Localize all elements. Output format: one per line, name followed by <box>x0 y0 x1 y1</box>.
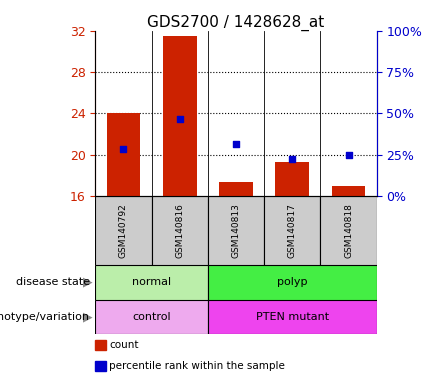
Text: GSM140818: GSM140818 <box>344 203 353 258</box>
Point <box>120 146 127 152</box>
Text: ▶: ▶ <box>83 276 93 289</box>
Text: disease state: disease state <box>16 277 90 287</box>
Bar <box>152 196 208 265</box>
Text: normal: normal <box>132 277 171 287</box>
Bar <box>107 113 140 196</box>
Point <box>233 141 239 147</box>
Text: GSM140816: GSM140816 <box>175 203 184 258</box>
Text: ▶: ▶ <box>83 310 93 323</box>
Bar <box>95 300 208 334</box>
Text: control: control <box>132 312 171 322</box>
Point <box>289 156 296 162</box>
Text: percentile rank within the sample: percentile rank within the sample <box>109 361 285 371</box>
Bar <box>95 196 152 265</box>
Text: GSM140817: GSM140817 <box>288 203 297 258</box>
Text: GSM140813: GSM140813 <box>232 203 240 258</box>
Title: GDS2700 / 1428628_at: GDS2700 / 1428628_at <box>147 15 325 31</box>
Bar <box>320 196 377 265</box>
Text: PTEN mutant: PTEN mutant <box>256 312 329 322</box>
Bar <box>332 185 365 196</box>
Bar <box>208 196 264 265</box>
Point <box>176 116 183 122</box>
Bar <box>275 162 309 196</box>
Bar <box>219 182 253 196</box>
Bar <box>163 36 197 196</box>
Text: count: count <box>109 339 139 350</box>
Text: genotype/variation: genotype/variation <box>0 312 90 322</box>
Bar <box>95 265 208 300</box>
Bar <box>208 300 377 334</box>
Point <box>345 152 352 158</box>
Text: GSM140792: GSM140792 <box>119 203 128 258</box>
Text: polyp: polyp <box>277 277 307 287</box>
Bar <box>208 265 377 300</box>
Bar <box>264 196 320 265</box>
